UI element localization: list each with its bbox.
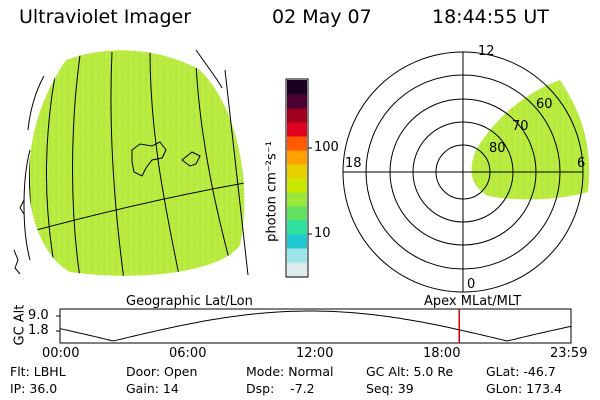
polar-hour-12: 12 bbox=[478, 44, 495, 59]
time-label: 18:44:55 UT bbox=[432, 6, 549, 28]
polar-hour-6: 6 bbox=[577, 156, 586, 171]
alt-axis-label: GC Alt bbox=[12, 304, 28, 346]
colorbar-swatch bbox=[287, 206, 307, 221]
polar-panel-label: Apex MLat/MLT bbox=[424, 294, 522, 309]
colorbar-swatch bbox=[287, 248, 307, 263]
alt-tick-9: 9.0 bbox=[28, 308, 49, 323]
colorbar-tick-100: 100 bbox=[314, 140, 339, 155]
time-tick-1200: 12:00 bbox=[296, 346, 334, 361]
info-gc-alt: GC Alt: 5.0 Re bbox=[366, 364, 454, 379]
info-glon: GLon: 173.4 bbox=[486, 381, 562, 396]
colorbar-swatch bbox=[287, 192, 307, 207]
polar-lat-80: 80 bbox=[489, 141, 506, 156]
colorbar-swatch bbox=[287, 136, 307, 151]
colorbar-swatch bbox=[287, 150, 307, 165]
time-tick-0600: 06:00 bbox=[169, 346, 207, 361]
info-ip: IP: 36.0 bbox=[10, 381, 58, 396]
colorbar-swatch bbox=[287, 108, 307, 123]
info-glat: GLat: -46.7 bbox=[486, 364, 556, 379]
colorbar-swatch bbox=[287, 164, 307, 179]
polar-plot bbox=[342, 51, 590, 293]
info-seq: Seq: 39 bbox=[366, 381, 414, 396]
info-mode: Mode: Normal bbox=[246, 364, 334, 379]
colorbar-unit-label: photon cm⁻²s⁻¹ bbox=[264, 141, 280, 242]
colorbar bbox=[285, 78, 312, 278]
colorbar-swatch bbox=[287, 234, 307, 249]
polar-lat-60: 60 bbox=[536, 97, 553, 112]
polar-hour-18: 18 bbox=[345, 156, 362, 171]
date-label: 02 May 07 bbox=[272, 6, 372, 28]
time-tick-0000: 00:00 bbox=[42, 346, 80, 361]
info-gain: Gain: 14 bbox=[126, 381, 179, 396]
geo-panel-label: Geographic Lat/Lon bbox=[126, 294, 253, 309]
altitude-strip bbox=[56, 308, 572, 344]
colorbar-tick-10: 10 bbox=[314, 226, 331, 241]
info-flt: Flt: LBHL bbox=[10, 364, 66, 379]
info-door: Door: Open bbox=[126, 364, 198, 379]
info-dsp: Dsp: -7.2 bbox=[246, 381, 315, 396]
polar-lat-70: 70 bbox=[512, 119, 529, 134]
colorbar-swatch bbox=[287, 122, 307, 137]
alt-tick-1-8: 1.8 bbox=[28, 323, 49, 338]
aurora-oval-image bbox=[471, 80, 590, 200]
colorbar-swatch bbox=[287, 220, 307, 235]
earth-disk-image bbox=[13, 49, 249, 276]
colorbar-swatch bbox=[287, 262, 307, 277]
time-tick-2359: 23:59 bbox=[550, 346, 588, 361]
time-tick-1800: 18:00 bbox=[423, 346, 461, 361]
instrument-title: Ultraviolet Imager bbox=[19, 6, 192, 28]
polar-hour-0: 0 bbox=[467, 277, 476, 292]
colorbar-swatch bbox=[287, 94, 307, 109]
colorbar-swatch bbox=[287, 178, 307, 193]
colorbar-swatch bbox=[287, 80, 307, 95]
